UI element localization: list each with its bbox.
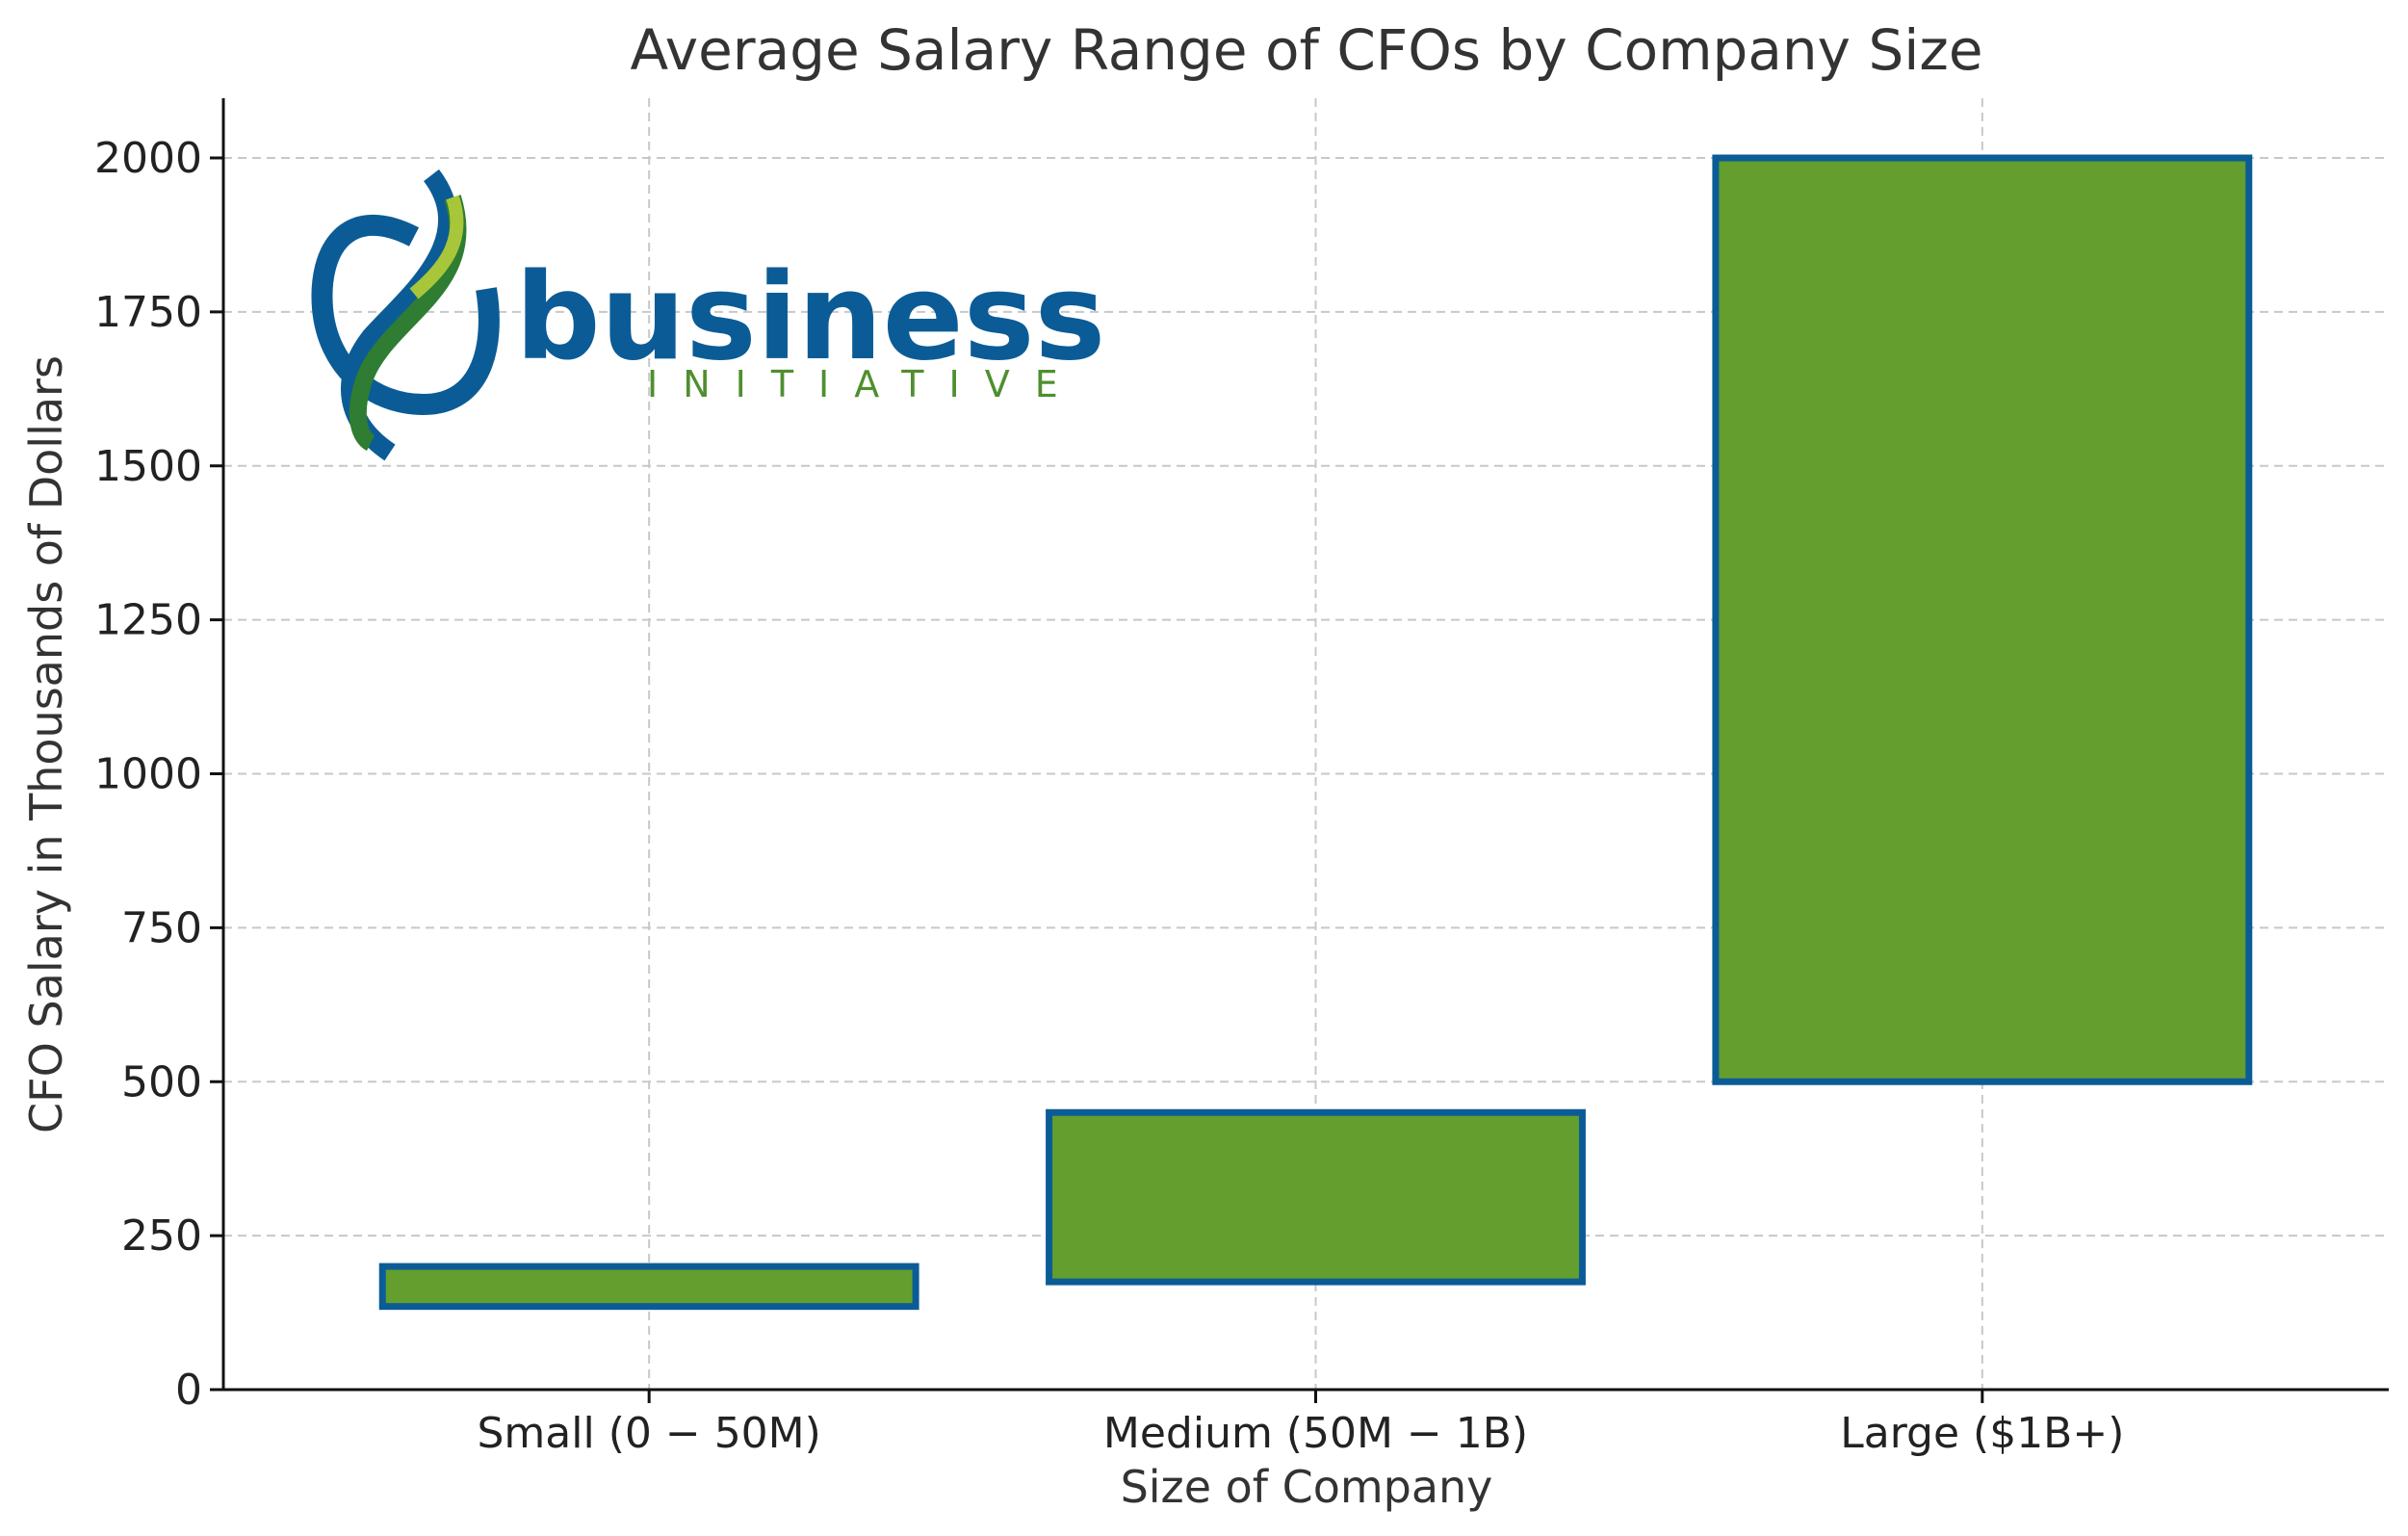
ticks-layer: 0 250 500 750 1000 1250 1500 1750 2000 Small (0 −… — [94, 134, 2124, 1458]
x-tick-label: Small (0 − 50M) — [478, 1409, 821, 1458]
logo-tagline: INITIATIVE — [647, 363, 1083, 405]
y-axis-label: CFO Salary in Thousands of Dollars — [20, 355, 72, 1133]
logo-wordmark: business — [515, 248, 1105, 387]
y-tick-label: 750 — [121, 903, 202, 952]
bars-layer — [378, 154, 2253, 1311]
y-tick-label: 1000 — [94, 750, 202, 799]
x-axis-label: Size of Company — [1121, 1461, 1493, 1513]
y-tick-label: 1500 — [94, 442, 202, 491]
chart-title: Average Salary Range of CFOs by Company … — [631, 17, 1983, 83]
salary-range-bar — [1046, 1108, 1586, 1286]
y-tick-label: 250 — [121, 1211, 202, 1261]
x-tick-label: Large ($1B+) — [1840, 1409, 2124, 1458]
y-tick-label: 0 — [175, 1366, 202, 1415]
y-tick-label: 2000 — [94, 134, 202, 183]
salary-range-bar — [378, 1263, 919, 1311]
y-tick-label: 500 — [121, 1057, 202, 1106]
y-tick-label: 1250 — [94, 596, 202, 645]
x-tick-label: Medium (50M − 1B) — [1103, 1409, 1528, 1458]
salary-range-bar — [1712, 154, 2253, 1085]
y-tick-label: 1750 — [94, 288, 202, 337]
business-initiative-logo: business INITIATIVE — [311, 169, 1105, 461]
logo-emblem-icon — [311, 169, 500, 461]
